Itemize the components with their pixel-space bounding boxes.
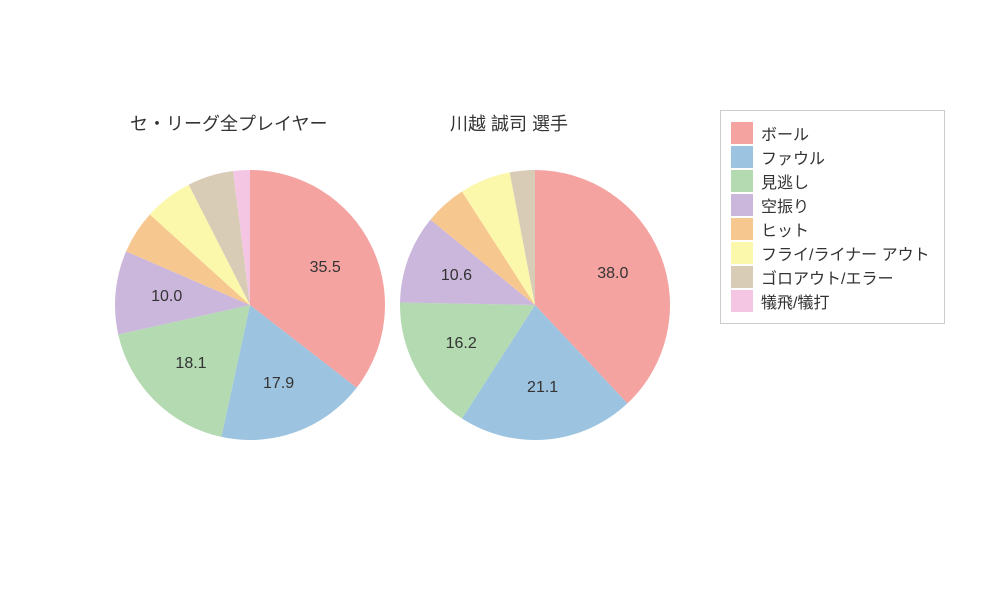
- legend-item-sac: 犠飛/犠打: [731, 289, 930, 313]
- legend-item-foul: ファウル: [731, 145, 930, 169]
- legend-label-foul: ファウル: [761, 145, 825, 169]
- legend-item-ground_out: ゴロアウト/エラー: [731, 265, 930, 289]
- legend-swatch-look: [731, 170, 753, 192]
- legend-swatch-ball: [731, 122, 753, 144]
- legend-item-fly_out: フライ/ライナー アウト: [731, 241, 930, 265]
- legend-label-swing_miss: 空振り: [761, 193, 809, 217]
- pie-title-league: セ・リーグ全プレイヤー: [130, 110, 327, 136]
- legend-label-look: 見逃し: [761, 169, 809, 193]
- legend-item-look: 見逃し: [731, 169, 930, 193]
- legend-swatch-foul: [731, 146, 753, 168]
- chart-stage: セ・リーグ全プレイヤー35.517.918.110.0川越 誠司 選手38.02…: [0, 0, 1000, 600]
- legend: ボールファウル見逃し空振りヒットフライ/ライナー アウトゴロアウト/エラー犠飛/…: [720, 110, 945, 324]
- pie-title-player: 川越 誠司 選手: [450, 110, 568, 136]
- legend-swatch-hit: [731, 218, 753, 240]
- legend-swatch-swing_miss: [731, 194, 753, 216]
- legend-item-ball: ボール: [731, 121, 930, 145]
- legend-label-hit: ヒット: [761, 217, 809, 241]
- legend-swatch-sac: [731, 290, 753, 312]
- legend-item-swing_miss: 空振り: [731, 193, 930, 217]
- pie-league: [115, 170, 385, 440]
- legend-label-fly_out: フライ/ライナー アウト: [761, 241, 930, 265]
- legend-label-ground_out: ゴロアウト/エラー: [761, 265, 893, 289]
- legend-label-ball: ボール: [761, 121, 809, 145]
- legend-swatch-ground_out: [731, 266, 753, 288]
- legend-swatch-fly_out: [731, 242, 753, 264]
- legend-item-hit: ヒット: [731, 217, 930, 241]
- pie-player: [400, 170, 670, 440]
- legend-label-sac: 犠飛/犠打: [761, 289, 829, 313]
